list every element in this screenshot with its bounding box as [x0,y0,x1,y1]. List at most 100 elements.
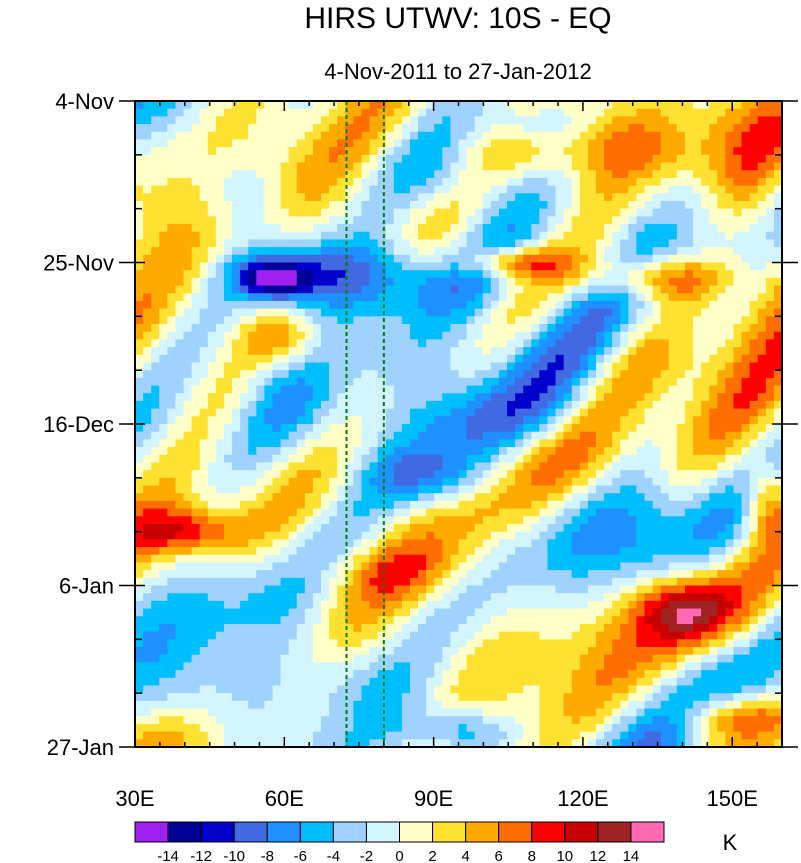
heatmap-cell [353,162,363,171]
heatmap-cell [773,116,783,125]
heatmap-cell [709,554,718,564]
heatmap-cell [757,231,767,241]
heatmap-cell [668,139,678,148]
heatmap-cell [709,385,718,394]
heatmap-cell [280,416,290,425]
heatmap-cell [418,377,427,387]
heatmap-cell [595,131,605,141]
heatmap-cell [604,554,613,564]
heatmap-cell [579,139,589,148]
heatmap-cell [264,101,274,110]
heatmap-cell [272,377,282,387]
heatmap-cell [207,531,217,540]
heatmap-cell [418,339,427,348]
heatmap-cell [401,193,411,202]
heatmap-cell [345,285,354,294]
heatmap-cell [280,139,290,148]
heatmap-cell [248,339,257,348]
heatmap-cell [466,400,476,410]
heatmap-cell [555,285,565,294]
heatmap-cell [199,101,209,110]
heatmap-cell [353,393,363,402]
heatmap-cell [604,431,613,440]
heatmap-cell [426,362,435,371]
heatmap-cell [636,124,646,133]
heatmap-cell [579,262,589,271]
heatmap-cell [167,116,177,125]
heatmap-cell [555,277,565,287]
heatmap-cell [612,523,621,533]
heatmap-cell [498,408,508,417]
heatmap-cell [684,377,694,387]
heatmap-cell [636,454,646,464]
heatmap-cell [693,239,702,248]
heatmap-cell [442,562,452,571]
heatmap-cell [523,277,532,287]
heatmap-cell [765,270,775,279]
heatmap-cell [321,101,330,110]
heatmap-cell [409,231,419,241]
heatmap-cell [684,224,694,233]
heatmap-cell [272,101,282,110]
heatmap-cell [264,177,274,187]
heatmap-cell [595,500,605,510]
heatmap-cell [434,193,443,202]
heatmap-cell [498,347,508,356]
heatmap-cell [676,470,686,479]
heatmap-cell [741,170,751,179]
heatmap-cell [458,516,468,525]
heatmap-cell [296,116,306,125]
heatmap-cell [240,416,249,425]
heatmap-cell [636,485,646,494]
heatmap-cell [684,347,694,356]
heatmap-cell [531,516,540,525]
heatmap-cell [620,270,629,279]
heatmap-cell [409,139,419,148]
heatmap-cell [304,247,314,256]
heatmap-cell [531,547,540,556]
heatmap-cell [337,162,346,171]
heatmap-cell [288,485,298,494]
heatmap-cell [248,285,257,294]
heatmap-cell [240,531,249,540]
heatmap-cell [563,239,573,248]
heatmap-cell [385,277,395,287]
heatmap-cell [709,139,718,148]
heatmap-cell [676,108,686,117]
heatmap-cell [280,439,290,448]
heatmap-cell [450,362,460,371]
heatmap-cell [539,431,549,440]
heatmap-cell [418,224,427,233]
heatmap-cell [571,377,581,387]
heatmap-cell [280,447,290,456]
heatmap-cell [676,424,686,433]
heatmap-cell [434,424,443,433]
heatmap-cell [757,385,767,394]
heatmap-cell [523,377,532,387]
heatmap-cell [248,408,257,417]
heatmap-cell [604,385,613,394]
heatmap-cell [604,108,613,117]
heatmap-cell [296,185,306,194]
heatmap-cell [515,354,524,364]
heatmap-cell [547,108,557,117]
heatmap-cell [709,485,718,494]
heatmap-cell [191,393,201,402]
heatmap-cell [757,277,767,287]
heatmap-cell [159,154,168,164]
heatmap-cell [434,500,443,510]
heatmap-cell [401,377,411,387]
heatmap-cell [329,577,338,587]
heatmap-cell [676,539,686,548]
heatmap-cell [765,108,775,117]
heatmap-cell [709,447,718,456]
heatmap-cell [232,547,241,556]
heatmap-cell [223,562,233,571]
heatmap-cell [280,570,290,579]
heatmap-cell [167,285,177,294]
heatmap-cell [693,101,702,110]
heatmap-cell [288,554,298,564]
heatmap-cell [191,124,201,133]
heatmap-cell [207,293,217,302]
heatmap-cell [248,493,257,502]
